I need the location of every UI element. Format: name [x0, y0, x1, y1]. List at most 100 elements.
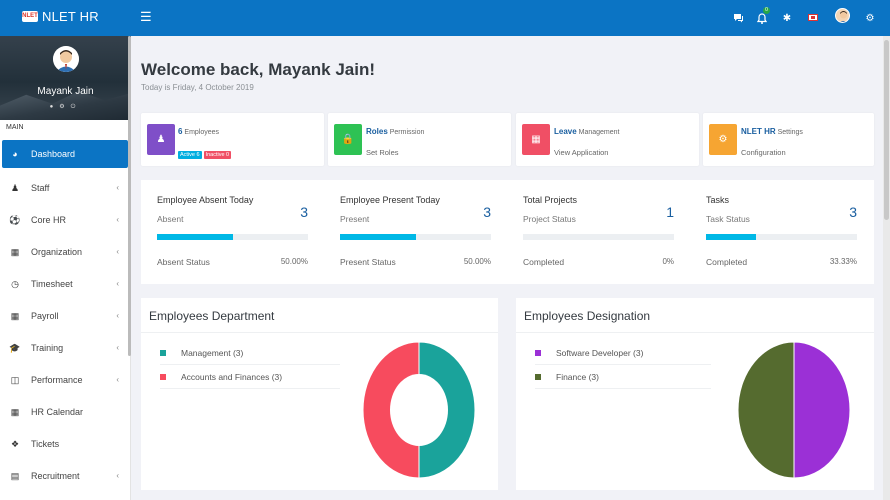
summary-card-3[interactable]: ▦ Leave Management View Application [516, 113, 699, 166]
sidebar-item-label: Dashboard [31, 149, 76, 159]
legend-label: Management (3) [181, 348, 244, 358]
bell-icon[interactable] [755, 11, 769, 25]
summary-card-4[interactable]: ⚙ NLET HR Settings Configuration [703, 113, 874, 166]
sidebar-nav: ◕ Dashboard ♟ Staff ‹ ⚽ Core HR ‹ ▦ Organization ‹… [0, 140, 131, 492]
profile-settings-icon[interactable]: ⚙ [59, 104, 71, 110]
stat-label: Task Status [706, 214, 750, 224]
summary-card-1[interactable]: ♟ 6 Employees Active 6 Inactive 0 [141, 113, 324, 166]
legend-swatch [160, 350, 166, 356]
legend-item[interactable]: Accounts and Finances (3) [160, 365, 340, 389]
progress-fill [157, 234, 233, 240]
stat-value: 3 [483, 204, 491, 220]
sidebar-item-label: Organization [31, 247, 83, 257]
sidebar-item-staff[interactable]: ♟ Staff ‹ [0, 172, 131, 204]
sidebar-item-performance[interactable]: ◫ Performance ‹ [0, 364, 131, 396]
sidebar-scrollbar[interactable] [128, 36, 131, 356]
gear-icon[interactable]: ⚙ [865, 12, 875, 24]
logo-badge: NLET [22, 11, 38, 22]
today-date: Today is Friday, 4 October 2019 [141, 83, 254, 92]
user-icon: ♟ [10, 182, 20, 193]
chat-icon[interactable] [731, 11, 745, 25]
sidebar-item-organization[interactable]: ▦ Organization ‹ [0, 236, 131, 268]
chevron-left-icon: ‹ [116, 311, 119, 320]
sidebar-item-payroll[interactable]: ▦ Payroll ‹ [0, 300, 131, 332]
stat-label: Present [340, 214, 370, 224]
ball-icon: ⚽ [9, 214, 21, 225]
flag-icon[interactable] [808, 14, 818, 21]
profile-power-icon[interactable]: ⏻ [70, 104, 82, 110]
status-label: Absent Status [157, 257, 210, 267]
stat-block: Total Projects Project Status 1 Completed 0% [523, 180, 674, 284]
card-link[interactable]: View Application [554, 148, 609, 157]
menu-icon[interactable]: ☰ [140, 9, 152, 24]
top-bar: NLET NLET HR ☰ 0 ✱ ⚙ [0, 0, 890, 36]
chevron-left-icon: ‹ [116, 247, 119, 256]
puzzle-icon[interactable]: ✱ [782, 12, 792, 24]
stat-label: Project Status [523, 214, 576, 224]
sidebar: Mayank Jain ●⚙⏻ MAIN ◕ Dashboard ♟ Staff ‹ ⚽ C… [0, 36, 131, 500]
status-percent: 0% [662, 257, 674, 266]
pie-slice-finance[interactable] [737, 342, 795, 479]
chevron-left-icon: ‹ [116, 215, 119, 224]
legend-label: Finance (3) [556, 372, 599, 382]
page-scrollbar[interactable] [883, 36, 890, 500]
status-percent: 50.00% [280, 257, 308, 266]
stat-title: Employee Absent Today [157, 195, 254, 205]
stat-title: Tasks [706, 195, 730, 205]
card-link[interactable]: Configuration [741, 148, 786, 157]
profile-user-icon[interactable]: ● [49, 104, 60, 110]
stat-value: 3 [849, 204, 857, 220]
card-title: 6 [178, 127, 183, 136]
summary-card-2[interactable]: 🔒 Roles Permission Set Roles [328, 113, 511, 166]
sidebar-item-label: Staff [31, 183, 50, 193]
lock-icon: 🔒 [334, 124, 362, 155]
pie-slice-software-developer[interactable] [793, 342, 851, 479]
sidebar-item-label: HR Calendar [31, 407, 84, 417]
inactive-badge: Inactive 0 [203, 151, 232, 159]
dashboard-icon: ◕ [12, 149, 18, 159]
sidebar-item-hr-calendar[interactable]: ▦ HR Calendar [0, 396, 131, 428]
legend-swatch [535, 374, 541, 380]
sidebar-item-core-hr[interactable]: ⚽ Core HR ‹ [0, 204, 131, 236]
page-scrollbar-thumb[interactable] [884, 40, 889, 220]
profile-avatar[interactable] [53, 46, 79, 72]
cube-icon: ◫ [10, 374, 20, 385]
sidebar-item-label: Training [31, 343, 64, 353]
card-subtitle: Settings [777, 129, 803, 136]
sidebar-item-recruitment[interactable]: ▤ Recruitment ‹ [0, 460, 131, 492]
progress-bar [340, 234, 491, 240]
building-icon: ▦ [10, 246, 20, 257]
active-badge: Active 6 [178, 151, 202, 159]
legend-label: Software Developer (3) [556, 348, 644, 358]
status-label: Present Status [340, 257, 396, 267]
progress-fill [706, 234, 757, 240]
sidebar-item-dashboard[interactable]: ◕ Dashboard [2, 140, 128, 168]
card-link[interactable]: Set Roles [366, 148, 399, 157]
legend-item[interactable]: Finance (3) [535, 365, 711, 389]
clock-icon: ◷ [11, 278, 19, 289]
app-logo[interactable]: NLET NLET HR [22, 9, 99, 24]
user-avatar[interactable] [835, 8, 850, 23]
calendar-icon: ▦ [10, 406, 20, 417]
chevron-left-icon: ‹ [116, 471, 119, 480]
stat-value: 3 [300, 204, 308, 220]
sidebar-item-tickets[interactable]: ❖ Tickets [0, 428, 131, 460]
sidebar-item-timesheet[interactable]: ◷ Timesheet ‹ [0, 268, 131, 300]
legend-label: Accounts and Finances (3) [181, 372, 283, 382]
legend-item[interactable]: Management (3) [160, 341, 340, 365]
sidebar-item-label: Recruitment [31, 471, 80, 481]
sidebar-item-label: Timesheet [31, 279, 73, 289]
chevron-left-icon: ‹ [116, 343, 119, 352]
status-percent: 50.00% [463, 257, 491, 266]
chevron-left-icon: ‹ [116, 183, 119, 192]
calendar-icon: ▦ [522, 124, 550, 155]
user-icon: ♟ [147, 124, 175, 155]
stat-block: Employee Absent Today Absent 3 Absent Statu… [157, 180, 308, 284]
card-title: Roles [366, 127, 388, 136]
stat-block: Employee Present Today Present 3 Present St… [340, 180, 491, 284]
stat-value: 1 [666, 204, 674, 220]
card-title: NLET HR [741, 127, 776, 136]
chevron-left-icon: ‹ [116, 279, 119, 288]
legend-item[interactable]: Software Developer (3) [535, 341, 711, 365]
sidebar-item-training[interactable]: 🎓 Training ‹ [0, 332, 131, 364]
